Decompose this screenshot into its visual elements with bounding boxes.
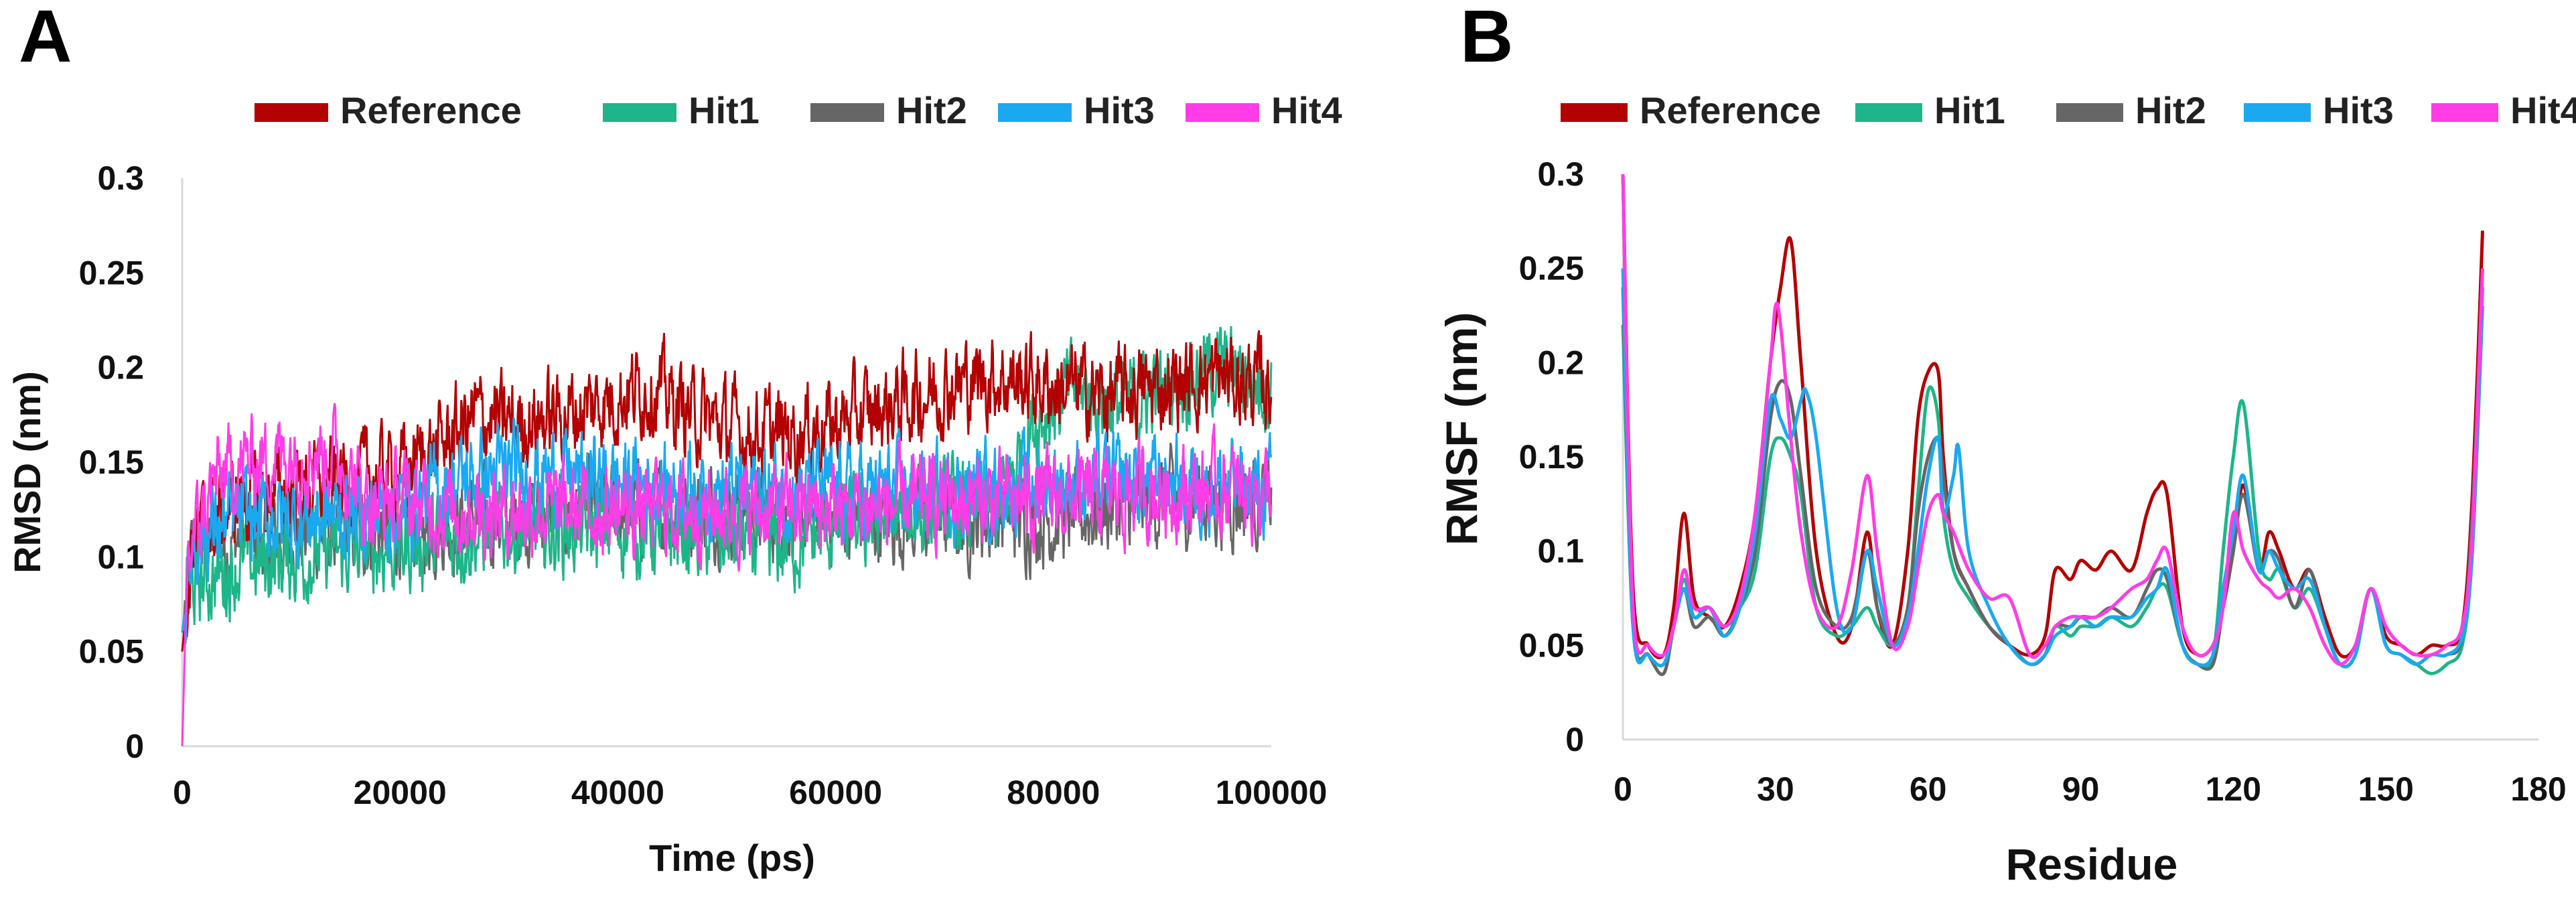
legend-label-hit1: Hit1 bbox=[689, 89, 760, 131]
plot-b: 0 0.05 0.1 0.15 0.2 0.25 0.3 0 30 60 90 120 150 180 bbox=[1519, 155, 2567, 808]
x-tick-label: 60000 bbox=[789, 774, 882, 811]
legend-label-reference: Reference bbox=[1640, 89, 1821, 131]
legend-label-hit3: Hit3 bbox=[2323, 89, 2394, 131]
x-tick-label: 180 bbox=[2510, 770, 2566, 808]
legend-label-hit1: Hit1 bbox=[1934, 89, 2005, 131]
legend-swatch-reference bbox=[1561, 103, 1628, 122]
x-tick-label: 40000 bbox=[571, 774, 664, 811]
legend-swatch-hit2 bbox=[810, 103, 884, 122]
xaxis-title-a: Time (ps) bbox=[649, 837, 815, 879]
plot-a: 0 0.05 0.1 0.15 0.2 0.25 0.3 0 20000 40000 60000 80… bbox=[79, 159, 1328, 811]
y-tick-label: 0.25 bbox=[79, 254, 144, 291]
x-tick-label: 0 bbox=[1614, 770, 1632, 808]
panel-label-b: B bbox=[1460, 0, 1513, 78]
series-line-hit3 bbox=[1621, 268, 2484, 669]
legend-label-hit2: Hit2 bbox=[2135, 89, 2206, 131]
x-tick-label: 20000 bbox=[354, 774, 447, 811]
y-tick-label: 0.05 bbox=[1519, 626, 1584, 664]
y-tick-label: 0 bbox=[125, 727, 144, 765]
y-tick-label: 0.15 bbox=[1519, 438, 1584, 476]
legend-label-reference: Reference bbox=[340, 89, 522, 131]
y-tick-label: 0.3 bbox=[97, 159, 144, 197]
legend-swatch-hit4 bbox=[2431, 103, 2498, 122]
panel-label-a: A bbox=[19, 0, 72, 78]
yaxis-title-b: RMSF (nm) bbox=[1437, 312, 1486, 545]
series-line-hit1 bbox=[1621, 305, 2484, 676]
legend-swatch-hit1 bbox=[1855, 103, 1922, 122]
legend-swatch-hit3 bbox=[998, 103, 1072, 122]
y-tick-label: 0.2 bbox=[97, 349, 144, 387]
x-tick-label: 90 bbox=[2062, 770, 2100, 808]
legend-swatch-hit3 bbox=[2244, 103, 2311, 122]
y-tick-label: 0.05 bbox=[79, 633, 144, 671]
series-line-hit2 bbox=[1621, 268, 2484, 677]
series-line-hit4 bbox=[181, 403, 1273, 747]
x-tick-label: 120 bbox=[2206, 770, 2261, 808]
legend-swatch-hit1 bbox=[603, 103, 676, 122]
legend-label-hit3: Hit3 bbox=[1084, 89, 1155, 131]
x-tick-label: 100000 bbox=[1216, 774, 1328, 811]
legend-label-hit4: Hit4 bbox=[1271, 89, 1342, 131]
legend-swatch-hit2 bbox=[2056, 103, 2123, 122]
legend-label-hit2: Hit2 bbox=[896, 89, 967, 131]
x-tick-label: 80000 bbox=[1007, 774, 1100, 811]
legend-label-hit4: Hit4 bbox=[2510, 89, 2576, 131]
legend-b: Reference Hit1 Hit2 Hit3 Hit4 bbox=[1561, 89, 2576, 131]
y-tick-label: 0.3 bbox=[1537, 155, 1584, 193]
x-tick-label: 60 bbox=[1910, 770, 1947, 808]
series-line-hit4 bbox=[1621, 174, 2484, 667]
x-tick-label: 150 bbox=[2358, 770, 2413, 808]
y-tick-label: 0.25 bbox=[1519, 250, 1584, 287]
legend-swatch-hit4 bbox=[1186, 103, 1259, 122]
series-line-reference bbox=[181, 330, 1273, 652]
xaxis-title-b: Residue bbox=[2006, 839, 2178, 889]
y-tick-label: 0.1 bbox=[1537, 533, 1584, 570]
y-tick-label: 0.15 bbox=[79, 443, 144, 481]
legend-swatch-reference bbox=[255, 103, 328, 122]
y-tick-label: 0.1 bbox=[97, 538, 144, 575]
x-tick-label: 30 bbox=[1757, 770, 1794, 808]
y-tick-label: 0 bbox=[1565, 721, 1584, 758]
legend-a: Reference Hit1 Hit2 Hit3 Hit4 bbox=[255, 89, 1342, 131]
y-tick-label: 0.2 bbox=[1537, 344, 1584, 381]
yaxis-title-a: RMSD (nm) bbox=[6, 371, 48, 573]
x-tick-label: 0 bbox=[173, 774, 192, 811]
